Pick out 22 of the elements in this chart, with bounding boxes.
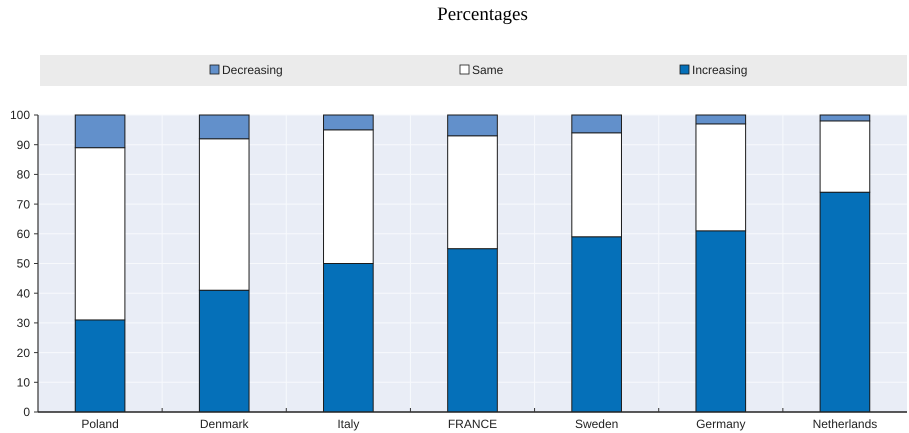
legend-label: Same [472, 63, 504, 77]
x-tick-label: Netherlands [812, 417, 878, 431]
legend-label: Decreasing [222, 63, 283, 77]
x-tick-label: Sweden [574, 417, 618, 431]
chart-title: Percentages [437, 4, 528, 25]
y-tick-label: 90 [16, 138, 30, 152]
x-tick-label: Italy [337, 417, 360, 431]
y-tick-label: 40 [16, 286, 30, 300]
y-tick-label: 0 [23, 405, 30, 420]
y-tick-label: 50 [16, 256, 30, 271]
y-tick-label: 10 [16, 376, 30, 390]
legend-label: Increasing [692, 63, 748, 77]
y-tick-label: 80 [16, 168, 30, 182]
x-tick-label: FRANCE [448, 417, 498, 431]
y-tick-label: 70 [16, 197, 30, 212]
y-tick-label: 20 [16, 346, 30, 360]
x-tick-label: Denmark [200, 417, 250, 431]
y-tick-label: 100 [10, 108, 30, 122]
x-tick-label: Germany [696, 417, 746, 431]
y-tick-label: 30 [16, 316, 30, 330]
y-tick-label: 60 [16, 227, 30, 241]
x-tick-label: Poland [81, 417, 119, 431]
